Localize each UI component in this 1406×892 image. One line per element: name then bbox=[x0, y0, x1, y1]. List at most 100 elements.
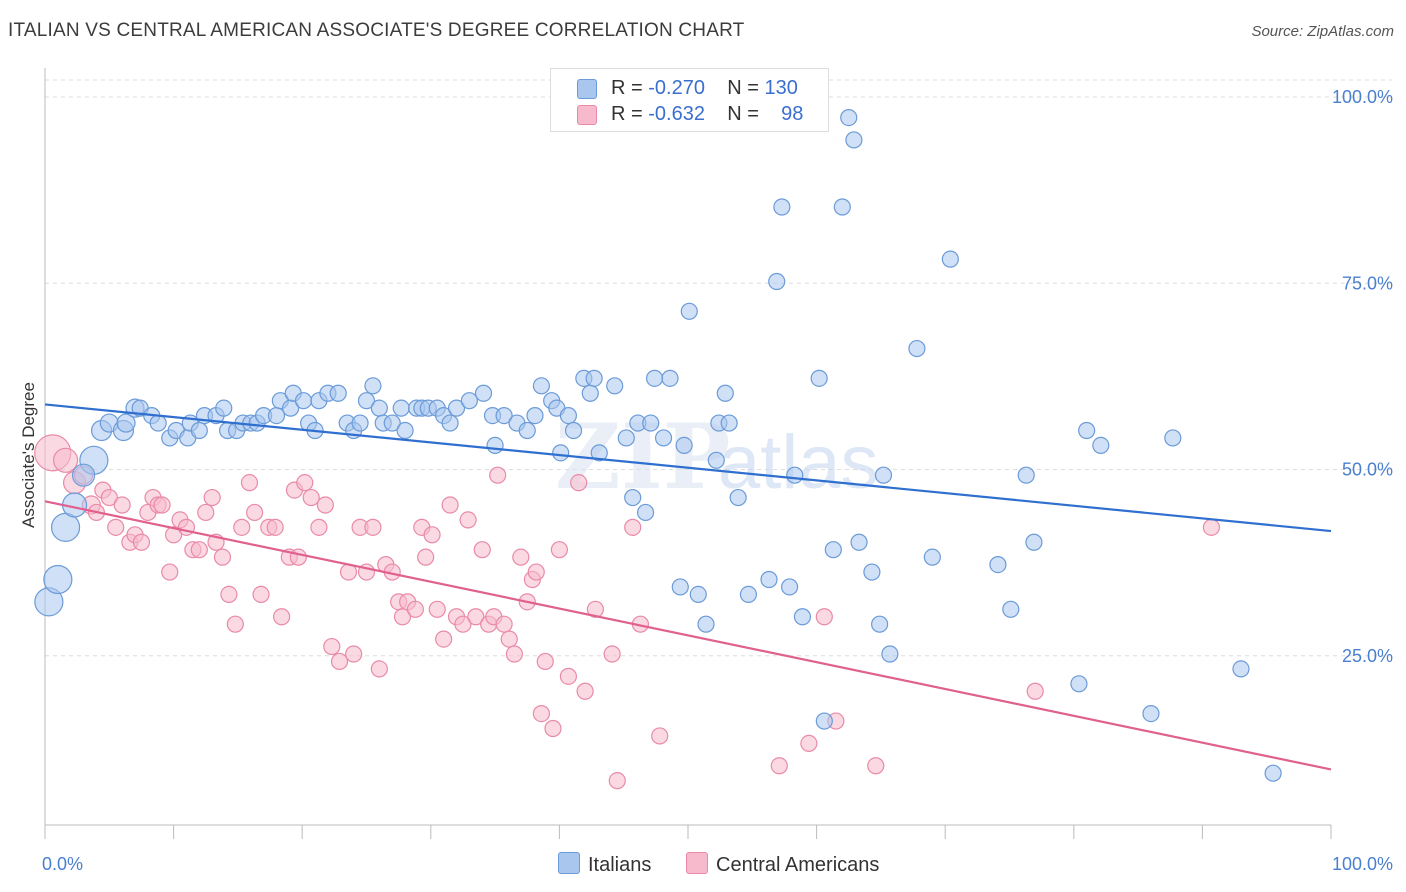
central-americans-point bbox=[467, 608, 485, 626]
italians-point bbox=[642, 414, 660, 432]
central-n-value: 98 bbox=[781, 103, 804, 125]
italians-point bbox=[329, 384, 347, 402]
italians-point bbox=[1264, 764, 1282, 782]
watermark-atlas: atlas bbox=[718, 420, 879, 505]
central-americans-point bbox=[107, 518, 125, 536]
italians-point bbox=[874, 466, 893, 484]
italians-point bbox=[840, 108, 858, 127]
italians-point bbox=[617, 429, 635, 447]
central-americans-point bbox=[233, 518, 251, 536]
italians-point bbox=[267, 407, 286, 425]
central-r-value: -0.632 bbox=[648, 103, 705, 125]
italians-point bbox=[720, 414, 738, 432]
central-americans-point bbox=[197, 503, 215, 522]
italians-point bbox=[810, 369, 828, 387]
central-americans-point bbox=[165, 526, 183, 544]
italians-point bbox=[383, 414, 401, 432]
italians-point bbox=[392, 399, 410, 417]
x-tick-label: 100.0% bbox=[1332, 854, 1393, 874]
central-americans-point bbox=[559, 667, 578, 685]
central-americans-point bbox=[489, 466, 507, 484]
italians-point bbox=[793, 608, 812, 626]
italians-point bbox=[760, 570, 778, 589]
italians-swatch-bottom bbox=[558, 852, 580, 874]
bottom-legend-central: Central Americans bbox=[686, 852, 879, 877]
italians-point bbox=[881, 645, 899, 663]
italians-point bbox=[675, 436, 693, 454]
italians-point bbox=[351, 414, 369, 432]
central-americans-point bbox=[289, 548, 307, 566]
italians-point bbox=[552, 444, 570, 462]
italians-point bbox=[460, 392, 478, 410]
grid bbox=[45, 79, 1392, 657]
italians-point bbox=[1017, 466, 1035, 484]
italians-point bbox=[581, 384, 599, 402]
italians-point bbox=[773, 198, 791, 216]
chart-title: ITALIAN VS CENTRAL AMERICAN ASSOCIATE'S … bbox=[8, 20, 745, 41]
central-americans-point bbox=[406, 600, 424, 618]
central-americans-point bbox=[544, 719, 562, 738]
italians-point bbox=[768, 272, 786, 291]
source-label: Source: ZipAtlas.com bbox=[1251, 23, 1394, 40]
bottom-legend-italians: Italians bbox=[558, 852, 651, 877]
central-americans-point bbox=[651, 727, 669, 745]
italians-point bbox=[447, 399, 466, 417]
central-americans-point bbox=[500, 630, 518, 648]
italians-point bbox=[786, 466, 804, 484]
central-americans-point bbox=[624, 518, 642, 536]
central-americans-point bbox=[527, 563, 545, 581]
italians-point bbox=[1002, 600, 1020, 618]
italians-point bbox=[116, 413, 136, 433]
central-americans-point bbox=[435, 630, 453, 648]
y-tick-label: 100.0% bbox=[1332, 87, 1393, 107]
italians-point bbox=[396, 421, 414, 440]
y-tick-label: 25.0% bbox=[1342, 646, 1393, 666]
x-tick-labels: 0.0% 100.0% bbox=[42, 854, 1393, 874]
central-americans-point bbox=[323, 637, 341, 656]
central-americans-point bbox=[52, 447, 79, 473]
italians-point bbox=[43, 564, 73, 595]
italians-point bbox=[824, 541, 842, 559]
central-americans-point bbox=[310, 518, 328, 536]
central-americans-point bbox=[113, 496, 131, 514]
central-americans-trend-line bbox=[44, 500, 1332, 771]
italians-n-value: 130 bbox=[764, 77, 798, 99]
trend-lines bbox=[44, 403, 1332, 771]
italians-point bbox=[364, 377, 382, 395]
italians-point bbox=[624, 488, 642, 507]
central-americans-point bbox=[423, 526, 441, 544]
y-tick-label: 75.0% bbox=[1342, 273, 1393, 293]
italians-point bbox=[559, 407, 578, 425]
central-americans-point bbox=[495, 615, 513, 633]
central-americans-point bbox=[603, 645, 621, 663]
central-americans-point bbox=[203, 488, 221, 507]
central-americans-point bbox=[240, 474, 259, 492]
italians-point bbox=[474, 384, 493, 402]
central-americans-point bbox=[532, 704, 550, 723]
italians-point bbox=[697, 615, 715, 633]
central-americans-point bbox=[364, 518, 382, 536]
central-americans-point bbox=[252, 585, 270, 604]
central-americans-point bbox=[454, 615, 472, 633]
central-americans-point bbox=[505, 645, 523, 663]
italians-point bbox=[71, 463, 96, 487]
x-tick-label: 0.0% bbox=[42, 854, 83, 874]
central-americans-point bbox=[393, 608, 412, 626]
italians-point bbox=[716, 384, 734, 402]
italians-point bbox=[215, 399, 233, 417]
italians-point bbox=[850, 533, 868, 551]
italians-point bbox=[689, 585, 707, 604]
central-americans-point bbox=[132, 533, 151, 551]
central-americans-point bbox=[459, 511, 477, 529]
italians-point bbox=[518, 421, 536, 440]
italians-point bbox=[989, 555, 1007, 574]
central-americans-point bbox=[473, 541, 491, 559]
italians-r-value: -0.270 bbox=[648, 77, 705, 99]
central-americans-point bbox=[815, 608, 833, 626]
italians-trend-line bbox=[44, 403, 1332, 533]
italians-legend-label: Italians bbox=[588, 854, 652, 876]
central-americans-point bbox=[512, 548, 530, 566]
central-americans-point bbox=[867, 757, 885, 775]
italians-point bbox=[1070, 675, 1088, 693]
italians-r-label: R = bbox=[611, 77, 649, 99]
